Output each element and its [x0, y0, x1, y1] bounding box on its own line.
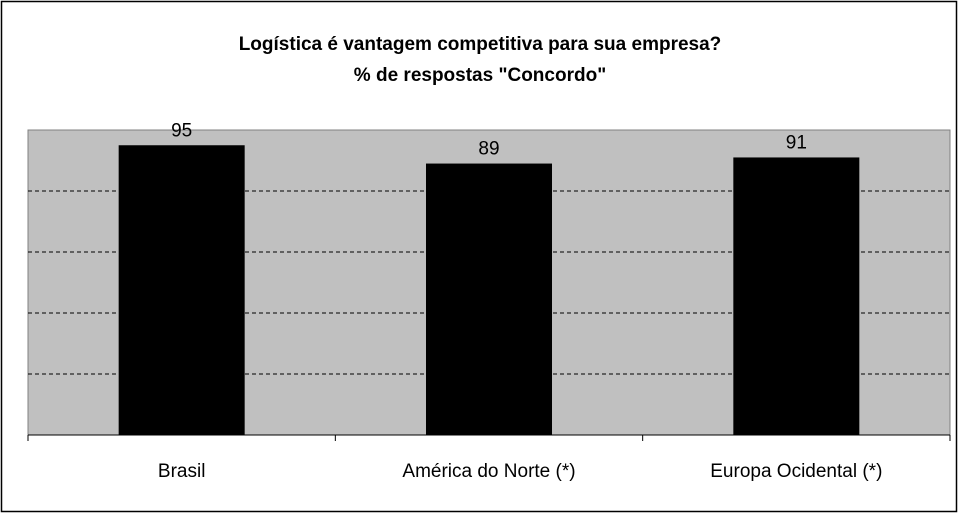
- data-label: 91: [786, 132, 807, 153]
- bar: [733, 157, 860, 435]
- data-label: 89: [478, 139, 499, 160]
- x-tick-label: Europa Ocidental (*): [710, 461, 882, 482]
- bar: [118, 145, 245, 435]
- x-tick-label: América do Norte (*): [402, 461, 575, 482]
- chart-title: Logística é vantagem competitiva para su…: [239, 34, 722, 55]
- data-label: 95: [171, 120, 192, 141]
- bar: [425, 163, 553, 436]
- chart-subtitle: % de respostas "Concordo": [354, 65, 606, 86]
- x-tick-label: Brasil: [158, 461, 206, 482]
